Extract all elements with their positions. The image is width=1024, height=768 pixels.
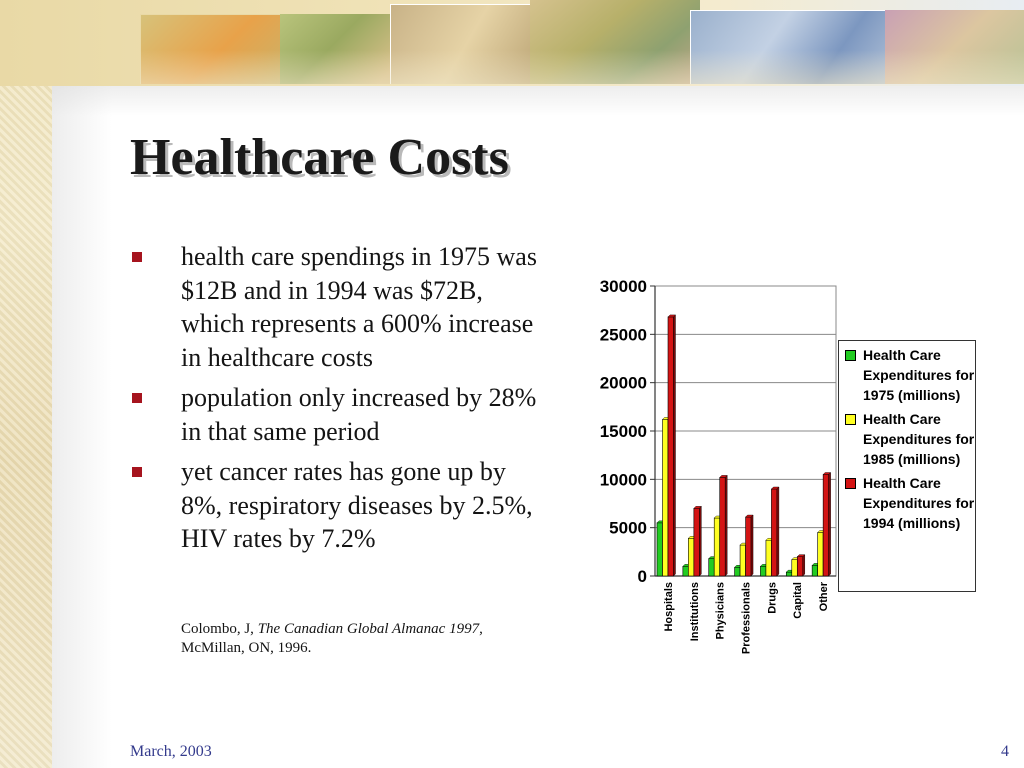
left-shadow — [52, 0, 112, 768]
bullet-item: population only increased by 28% in that… — [130, 381, 550, 448]
left-texture-strip — [0, 0, 52, 768]
y-tick-label: 30000 — [600, 277, 647, 296]
x-category-label: Professionals — [741, 582, 753, 654]
x-category-label: Physicians — [715, 582, 727, 639]
legend-label: Health Care Expenditures for 1975 (milli… — [863, 347, 975, 403]
y-tick-label: 25000 — [600, 325, 647, 344]
citation-publisher: , McMillan, ON, 1996. — [181, 621, 483, 656]
bar-institutions-0 — [682, 566, 689, 577]
legend-item-1994: Health Care Expenditures for 1994 (milli… — [843, 473, 975, 533]
page-number: 4 — [1001, 743, 1009, 760]
y-tick-label: 15000 — [600, 422, 647, 441]
x-category-label: Drugs — [766, 582, 778, 614]
legend-item-1985: Health Care Expenditures for 1985 (milli… — [843, 409, 975, 469]
legend-label: Health Care Expenditures for 1994 (milli… — [863, 475, 975, 531]
legend-item-1975: Health Care Expenditures for 1975 (milli… — [843, 345, 975, 405]
x-category-label: Institutions — [689, 582, 701, 641]
slide-title: Healthcare Costs — [130, 129, 509, 186]
bar-side — [802, 554, 805, 577]
bullet-item: yet cancer rates has gone up by 8%, resp… — [130, 455, 550, 556]
square-bullet-icon — [132, 467, 142, 477]
citation-title: The Canadian Global Almanac 1997 — [257, 621, 480, 637]
bar-professionals-1 — [739, 544, 746, 577]
bar-professionals-0 — [734, 566, 741, 577]
y-tick-label: 5000 — [609, 519, 647, 538]
bar-side — [699, 505, 702, 577]
bullet-list: health care spendings in 1975 was $12B a… — [130, 240, 550, 563]
legend-label: Health Care Expenditures for 1985 (milli… — [863, 411, 975, 467]
bar-physicians-1 — [713, 517, 721, 577]
bar-institutions-2 — [693, 508, 700, 577]
citation-author: Colombo, J, — [181, 621, 258, 637]
y-tick-label: 0 — [638, 567, 647, 586]
legend-swatch-green — [845, 350, 856, 361]
bar-chart: 0 5000 10000 15000 20000 25000 30000 Hospitals I… — [600, 277, 837, 654]
square-bullet-icon — [132, 252, 142, 262]
bar-professionals-2 — [745, 516, 752, 577]
bullet-text: population only increased by 28% in that… — [181, 383, 537, 446]
bar-hospitals-0 — [656, 522, 663, 577]
bar-side — [750, 514, 754, 577]
x-category-label: Other — [818, 581, 830, 611]
bar-side — [725, 474, 728, 577]
y-tick-label: 10000 — [600, 470, 647, 489]
top-decorative-banner — [140, 0, 1024, 84]
footer-date: March, 2003 — [130, 743, 212, 760]
square-bullet-icon — [132, 393, 142, 403]
bar-physicians-0 — [708, 558, 715, 577]
bar-other-2 — [822, 474, 829, 577]
bar-drugs-1 — [765, 539, 772, 577]
bullet-text: yet cancer rates has gone up by 8%, resp… — [181, 457, 533, 553]
bar-drugs-2 — [771, 488, 778, 577]
top-shadow — [52, 86, 1024, 116]
y-tick-label: 20000 — [600, 374, 647, 393]
citation: Colombo, J, The Canadian Global Almanac … — [181, 620, 541, 658]
bar-other-0 — [811, 565, 818, 577]
bar-hospitals-2 — [667, 316, 674, 577]
bar-physicians-2 — [719, 477, 726, 577]
bullet-text: health care spendings in 1975 was $12B a… — [181, 242, 537, 372]
bar-institutions-1 — [688, 537, 695, 577]
legend-swatch-yellow — [845, 414, 856, 425]
bar-capital-0 — [785, 571, 793, 577]
bar-drugs-0 — [760, 566, 767, 577]
x-category-label: Capital — [792, 582, 804, 619]
bar-hospitals-1 — [662, 419, 669, 577]
chart-legend: Health Care Expenditures for 1975 (milli… — [838, 340, 976, 592]
bar-capital-2 — [796, 556, 804, 577]
bar-other-1 — [817, 532, 824, 577]
x-category-label: Hospitals — [663, 582, 675, 632]
bar-side — [828, 472, 831, 577]
legend-swatch-red — [845, 478, 856, 489]
bar-capital-1 — [791, 559, 798, 577]
bar-side — [673, 314, 676, 577]
bar-side — [776, 486, 780, 577]
bullet-item: health care spendings in 1975 was $12B a… — [130, 240, 550, 374]
